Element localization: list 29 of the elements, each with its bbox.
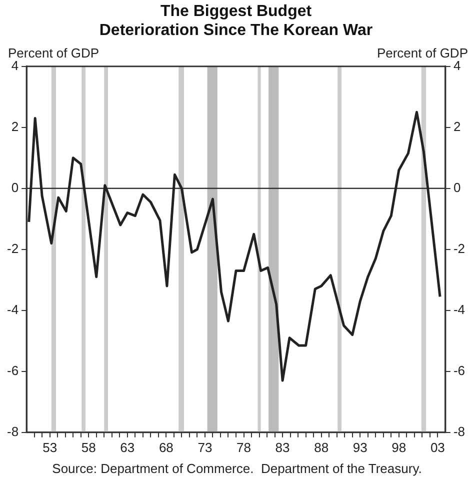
x-tick-label: 93 <box>352 440 368 455</box>
y-tick-label: -2 <box>6 240 19 256</box>
y2-tick-label: -6 <box>453 362 466 378</box>
y2-tick-label: -8 <box>453 424 466 439</box>
x-tick-label: 98 <box>392 440 406 455</box>
x-tick-label: 78 <box>236 440 251 455</box>
x-tick-label: 73 <box>198 440 212 455</box>
y-tick-label: 4 <box>11 58 19 73</box>
source-note: Source: Department of Commerce. Department of the Treasury. <box>52 461 422 476</box>
y-tick-label: -6 <box>6 362 19 378</box>
x-tick-label: 88 <box>314 440 329 455</box>
y-tick-label: -4 <box>6 302 19 317</box>
y2-axis-title: Percent of GDP <box>376 45 468 60</box>
x-tick-label: 53 <box>42 440 58 455</box>
x-tick-label: 83 <box>275 440 290 455</box>
y2-tick-label: 4 <box>453 58 461 73</box>
chart-title: The Biggest Budget Deterioration Since The Korean War <box>99 3 373 40</box>
x-tick-label: 58 <box>81 440 96 455</box>
y2-tick-label: 2 <box>453 118 461 134</box>
x-tick-label: 03 <box>430 440 445 455</box>
y-tick-label: 0 <box>11 180 19 195</box>
y2-tick-label: 0 <box>453 180 461 195</box>
x-tick-label: 63 <box>120 440 135 455</box>
y2-tick-label: -2 <box>453 240 466 256</box>
y2-tick-label: -4 <box>453 302 466 317</box>
y-tick-label: -8 <box>6 424 19 439</box>
y-axis-title: Percent of GDP <box>8 45 100 60</box>
x-tick-label: 68 <box>158 440 174 455</box>
y-tick-label: 2 <box>11 118 19 134</box>
